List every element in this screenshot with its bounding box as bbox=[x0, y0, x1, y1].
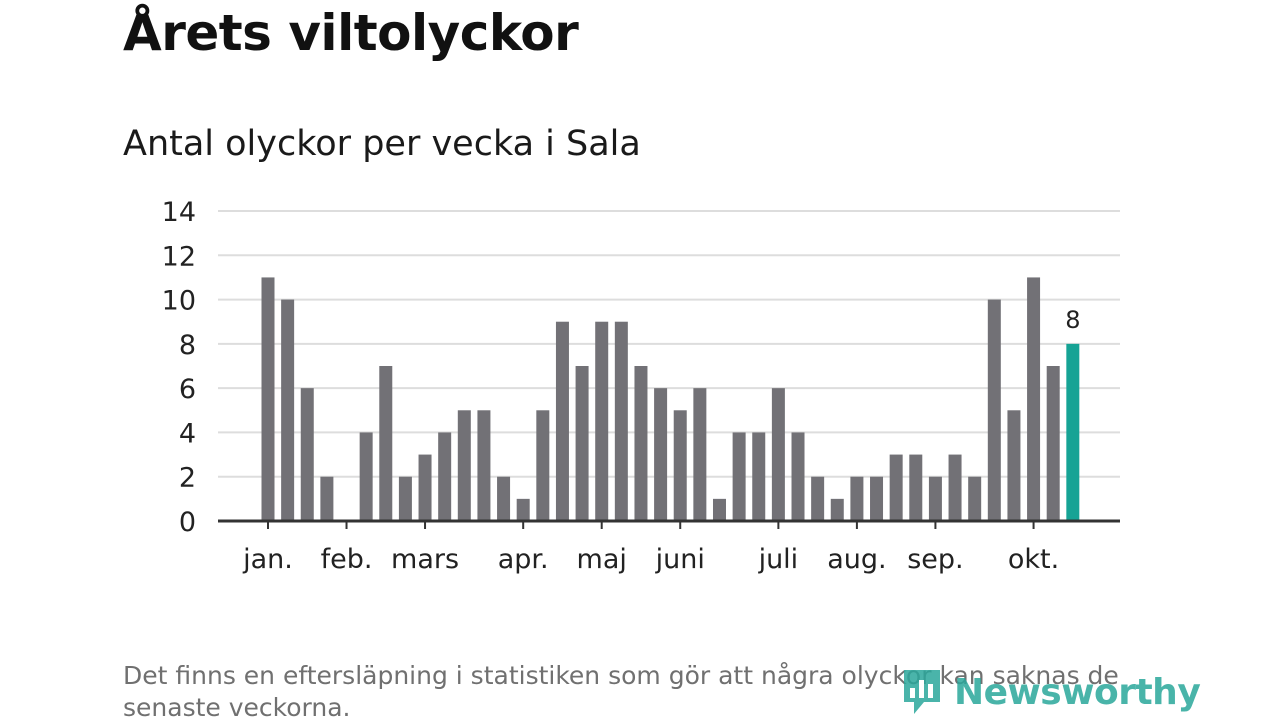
x-tick-label: aug. bbox=[827, 544, 886, 575]
bar bbox=[928, 476, 942, 521]
bar bbox=[575, 366, 589, 521]
bar bbox=[771, 388, 785, 521]
bar bbox=[555, 321, 569, 521]
x-tick-label: sep. bbox=[907, 544, 963, 575]
bar bbox=[1046, 366, 1060, 521]
bar bbox=[811, 476, 825, 521]
bar bbox=[1007, 410, 1021, 521]
x-tick-label: mars bbox=[391, 544, 459, 575]
y-tick-label: 2 bbox=[179, 463, 196, 494]
newsworthy-logo: Newsworthy bbox=[900, 666, 1201, 718]
x-tick-label: jan. bbox=[242, 544, 293, 575]
bar bbox=[477, 410, 491, 521]
x-tick-label: feb. bbox=[321, 544, 373, 575]
y-tick-label: 10 bbox=[162, 286, 196, 317]
y-tick-label: 6 bbox=[179, 374, 196, 405]
bar bbox=[457, 410, 471, 521]
bar bbox=[300, 388, 314, 521]
bar-chart: 0 2 4 6 8 10 12 14 8 jan. feb. mars apr. maj juni jul… bbox=[162, 197, 1120, 575]
y-tick-label: 8 bbox=[179, 330, 196, 361]
bar bbox=[909, 454, 923, 521]
bar bbox=[379, 366, 393, 521]
newsworthy-logo-icon bbox=[904, 670, 940, 714]
bar bbox=[948, 454, 962, 521]
bar bbox=[870, 476, 884, 521]
bar bbox=[516, 498, 530, 521]
bar bbox=[536, 410, 550, 521]
bar bbox=[614, 321, 628, 521]
chart-subtitle: Antal olyckor per vecka i Sala bbox=[123, 124, 641, 164]
grid-lines bbox=[218, 210, 1120, 478]
bar bbox=[712, 498, 726, 521]
x-tick-label: apr. bbox=[498, 544, 549, 575]
bar bbox=[850, 476, 864, 521]
x-tick-label: okt. bbox=[1008, 544, 1059, 575]
bar bbox=[398, 476, 412, 521]
y-tick-label: 4 bbox=[179, 418, 196, 449]
bar bbox=[654, 388, 668, 521]
footnote: Det finns en eftersläpning i statistiken… bbox=[123, 661, 1119, 722]
newsworthy-logo-text: Newsworthy bbox=[954, 671, 1201, 713]
bar bbox=[889, 454, 903, 521]
bar bbox=[634, 366, 648, 521]
chart-title: Årets viltolyckor bbox=[123, 4, 579, 62]
bar bbox=[418, 454, 432, 521]
bar bbox=[1027, 277, 1041, 521]
x-tick-label: maj bbox=[577, 544, 627, 575]
bar bbox=[438, 432, 452, 521]
y-tick-label: 12 bbox=[162, 241, 196, 272]
bar bbox=[673, 410, 687, 521]
x-axis: jan. feb. mars apr. maj juni juli aug. sep. okt. bbox=[218, 519, 1120, 575]
y-axis-ticks: 0 2 4 6 8 10 12 14 bbox=[162, 197, 196, 538]
bar bbox=[320, 476, 334, 521]
bar bbox=[791, 432, 805, 521]
bar bbox=[830, 498, 844, 521]
bar bbox=[497, 476, 511, 521]
x-tick-label: juni bbox=[655, 544, 705, 575]
bar-data-label: 8 bbox=[1065, 306, 1080, 334]
y-tick-label: 0 bbox=[179, 507, 196, 538]
y-tick-label: 14 bbox=[162, 197, 196, 228]
bar bbox=[732, 432, 746, 521]
bar-highlight bbox=[1066, 343, 1080, 521]
bar bbox=[261, 277, 275, 521]
x-tick-label: juli bbox=[758, 544, 799, 575]
bar bbox=[359, 432, 373, 521]
bar bbox=[281, 299, 295, 521]
bar bbox=[693, 388, 707, 521]
bar bbox=[987, 299, 1001, 521]
bars: 8 bbox=[261, 277, 1080, 521]
bar bbox=[595, 321, 609, 521]
bar bbox=[968, 476, 982, 521]
bar bbox=[752, 432, 766, 521]
